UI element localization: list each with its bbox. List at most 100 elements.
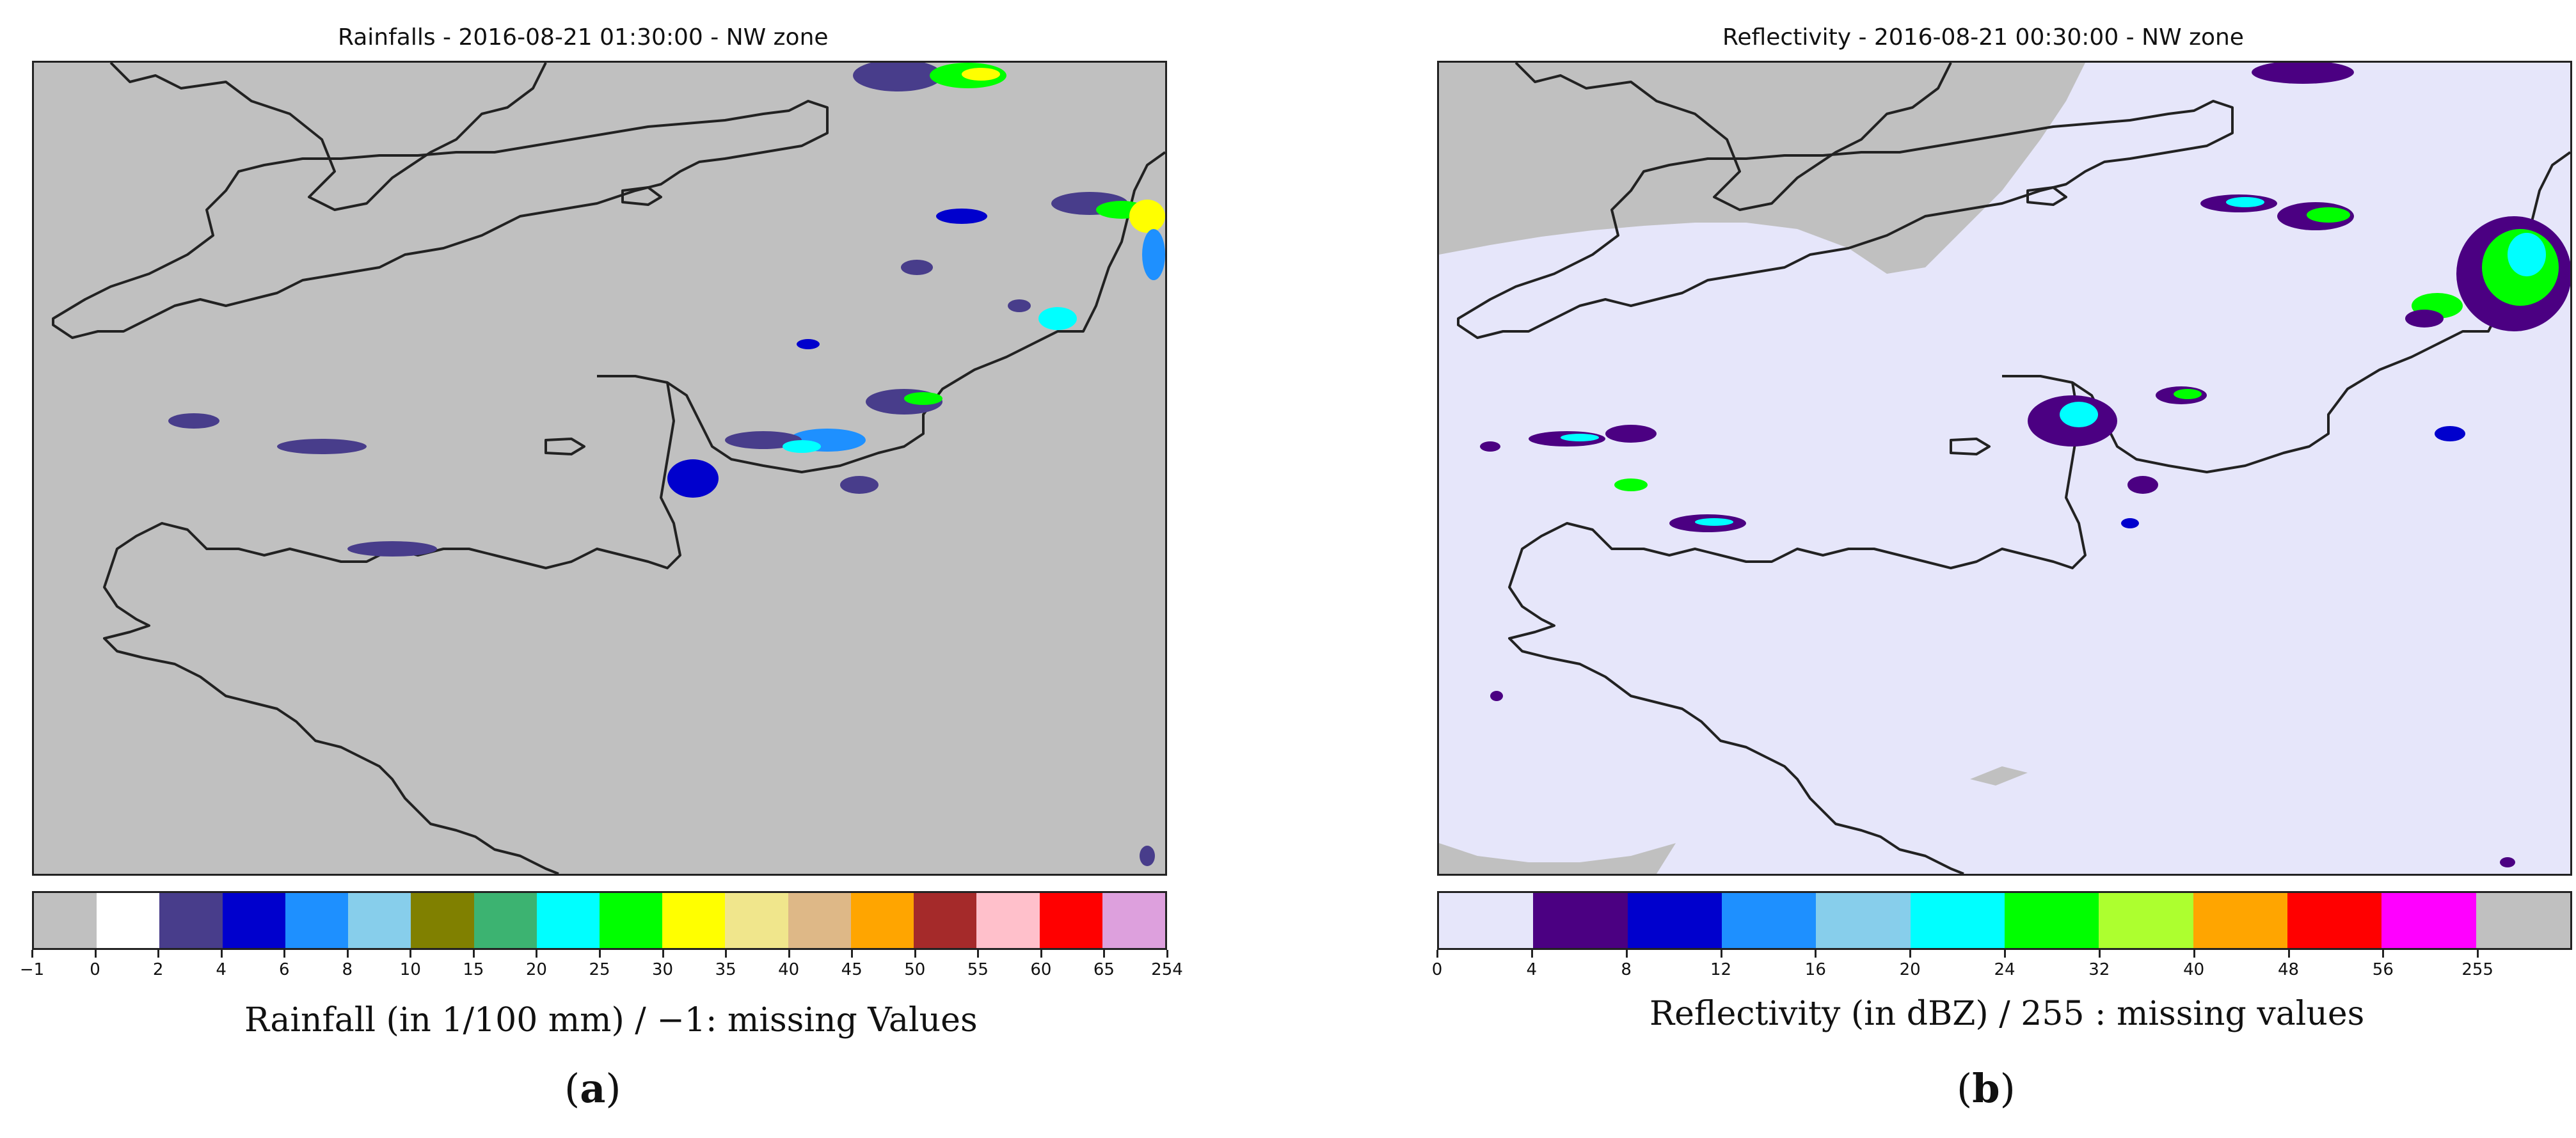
- tick-label: 4: [216, 960, 227, 979]
- rain-cell: [936, 209, 987, 224]
- rain-cells-a: [168, 63, 1165, 866]
- tick-label: 50: [904, 960, 926, 979]
- colorbar-label-a: Rainfall (in 1/100 mm) / −1: missing Val…: [244, 1001, 978, 1039]
- colorbar-segment: [285, 893, 349, 948]
- tick-label: 40: [778, 960, 800, 979]
- tick-label: 60: [1030, 960, 1052, 979]
- echo-cell: [1605, 425, 1657, 443]
- rain-cell: [1038, 307, 1077, 330]
- colorbar-a: [32, 891, 1167, 950]
- colorbar-segment: [976, 893, 1040, 948]
- echo-cell: [2508, 233, 2546, 276]
- tick-label: 20: [525, 960, 547, 979]
- colorbar-segment: [1039, 893, 1102, 948]
- tick-label: 255: [2461, 960, 2493, 979]
- echo-cell: [2127, 476, 2158, 494]
- rain-cell: [901, 260, 933, 275]
- tick-label: 30: [652, 960, 674, 979]
- colorbar-segment: [348, 893, 411, 948]
- colorbar-segment: [788, 893, 851, 948]
- tick-label: 254: [1151, 960, 1183, 979]
- rain-cell: [783, 440, 821, 453]
- colorbar-segment: [1816, 893, 1911, 948]
- rain-cell: [667, 459, 719, 498]
- colorbar-segment: [2381, 893, 2476, 948]
- echo-cell: [2174, 389, 2202, 399]
- colorbar-segment: [473, 893, 537, 948]
- colorbar-segment: [1533, 893, 1628, 948]
- coastline-brittany-b: [1508, 382, 2087, 874]
- tick-label: 0: [90, 960, 100, 979]
- echo-cell: [2060, 402, 2098, 427]
- panel-b: Reflectivity - 2016-08-21 00:30:00 - NW …: [1401, 0, 2576, 1138]
- colorbar-ticks-b: 0 4 8 12 16 20 24 32 40 48 56 255: [1432, 950, 2572, 988]
- coastline-england-b: [1457, 100, 2234, 339]
- tick-label: 48: [2277, 960, 2300, 979]
- tick-label: 35: [715, 960, 736, 979]
- coastline-wales-b: [1515, 63, 1952, 211]
- colorbar-segment: [34, 893, 97, 948]
- colorbar-segment: [2099, 893, 2193, 948]
- tick-label: 56: [2372, 960, 2394, 979]
- tick-label: 15: [463, 960, 484, 979]
- map-title-b: Reflectivity - 2016-08-21 00:30:00 - NW …: [1722, 24, 2244, 51]
- rain-cell: [1008, 299, 1031, 312]
- echo-cell: [2500, 857, 2515, 867]
- coastline-england-a: [52, 100, 829, 339]
- rain-cell: [347, 541, 437, 557]
- tick-label: 10: [399, 960, 421, 979]
- island-jersey-a: [545, 438, 585, 455]
- colorbar-segment: [1910, 893, 2005, 948]
- rain-cell: [1140, 846, 1155, 866]
- rain-cell: [840, 476, 879, 494]
- echo-cell: [2307, 207, 2350, 223]
- rain-cell: [725, 431, 802, 449]
- echo-cell: [2252, 63, 2354, 84]
- colorbar-b: [1437, 891, 2572, 950]
- echo-cell: [2405, 310, 2444, 328]
- colorbar-segment: [2287, 893, 2382, 948]
- echo-cell: [2226, 197, 2264, 207]
- echo-cell: [1490, 691, 1503, 701]
- echo-cell: [1561, 434, 1599, 441]
- tick-label: 20: [1899, 960, 1921, 979]
- rain-cell: [277, 439, 367, 454]
- colorbar-segment: [536, 893, 600, 948]
- tick-label: 65: [1093, 960, 1115, 979]
- rain-cell: [797, 339, 820, 349]
- tick-label: 0: [1431, 960, 1443, 979]
- tick-label: 32: [2088, 960, 2110, 979]
- colorbar-ticks-a: −1 0 2 4 6 8 10 15 20 25 30 35 40 45 50 55 60 65 254: [20, 950, 1183, 988]
- island-wight-a: [621, 186, 662, 206]
- tick-label: 25: [589, 960, 610, 979]
- missing-areas-b: [1439, 63, 2085, 874]
- colorbar-segment: [850, 893, 914, 948]
- tick-label: 8: [342, 960, 353, 979]
- echo-cell: [1480, 441, 1500, 452]
- colorbar-segment: [222, 893, 285, 948]
- missing-area-mid: [1970, 766, 2028, 786]
- reflectivity-cells-b: [1480, 63, 2570, 867]
- coastline-normandy-a: [597, 151, 1165, 473]
- echo-cell: [1614, 478, 1648, 491]
- rain-cell: [962, 68, 1000, 81]
- rainfall-map: [32, 61, 1167, 876]
- colorbar-segment: [914, 893, 977, 948]
- colorbar-segment: [2004, 893, 2099, 948]
- missing-area-bottom: [1439, 843, 1676, 874]
- colorbar-label-b: Reflectivity (in dBZ) / 255 : missing va…: [1650, 995, 2365, 1033]
- coastline-a: [52, 63, 1165, 874]
- reflectivity-map: [1437, 61, 2572, 876]
- panel-letter-b: (b): [1957, 1065, 2015, 1112]
- colorbar-segment: [159, 893, 223, 948]
- tick-label: 8: [1621, 960, 1632, 979]
- tick-label: 2: [152, 960, 164, 979]
- reflectivity-map-canvas: [1439, 63, 2570, 874]
- tick-label: −1: [19, 960, 45, 979]
- tick-label: 4: [1526, 960, 1538, 979]
- tick-label: 45: [841, 960, 863, 979]
- rain-cell: [904, 392, 942, 405]
- rain-cell: [1142, 229, 1165, 280]
- colorbar-segment: [97, 893, 160, 948]
- tick-label: 24: [1994, 960, 2015, 979]
